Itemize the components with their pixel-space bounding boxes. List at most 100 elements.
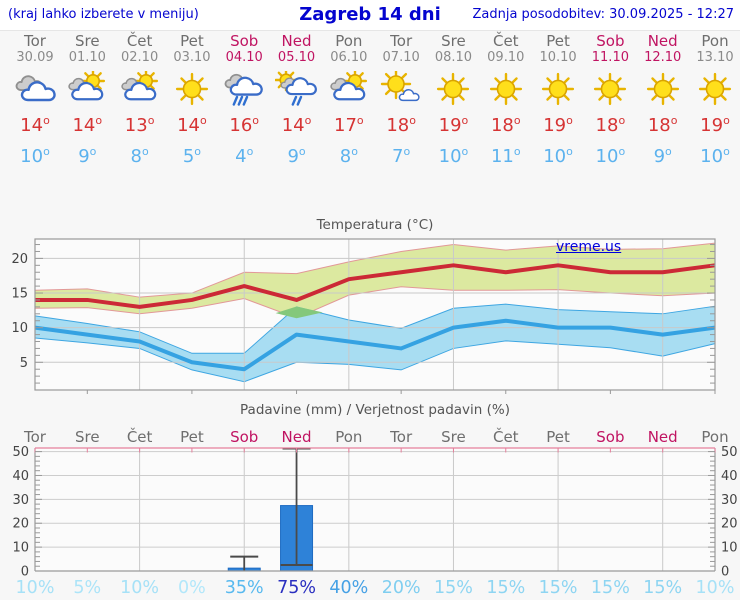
low-temp: 7o [392,145,411,167]
day-date: 30.09 [16,50,54,65]
precip-y-tick-label-left: 10 [12,541,29,556]
low-temp: 10o [595,145,626,167]
weather-icon-box [217,71,271,109]
precip-probability-label: 15% [539,578,578,598]
day-date: 04.10 [225,50,263,65]
temperature-chart-title: Temperatura (°C) [316,217,434,233]
low-temp: 8o [339,145,358,167]
sunny-icon [646,72,679,106]
high-temp: 14o [72,114,103,136]
precip-y-tick-label-right: 30 [721,493,738,508]
day-column: Sob 04.10 16o 4o [217,33,271,167]
precip-probability-label: 15% [434,578,473,598]
precip-y-tick-label-left: 50 [12,445,29,460]
rain-icon [224,73,264,106]
day-name: Čet [492,32,519,50]
high-temp: 13o [124,114,155,136]
high-temp: 14o [281,114,312,136]
day-date: 08.10 [434,50,473,65]
precip-y-tick-label-right: 50 [721,445,738,460]
precip-probability-label: 75% [277,578,316,598]
precip-y-tick-label-left: 20 [12,517,29,532]
day-date: 05.10 [277,50,316,65]
day-column: Tor 30.09 14o 10o [8,33,62,167]
precip-probability-label: 10% [696,578,735,598]
precip-probability-label: 0% [178,578,206,598]
low-temp: 9o [78,145,97,167]
temp-y-tick-label: 10 [11,321,28,336]
precip-day-label: Pon [335,428,362,446]
weather-icon-box [531,71,585,109]
partly-cloudy-icon [330,68,367,101]
weather-icon-box [426,71,480,109]
weather-icon-box [583,71,637,109]
day-name: Sob [230,32,259,50]
precip-day-label: Tor [23,428,47,446]
day-name: Sob [596,32,625,50]
precip-probability-label: 15% [486,578,525,598]
precip-probability-label: 10% [120,578,159,598]
precip-y-tick-label-right: 20 [721,517,738,532]
low-temp: 10o [438,145,469,167]
high-temp: 16o [229,114,260,136]
precip-day-label: Sob [596,428,624,446]
precip-y-tick-label-right: 40 [721,469,738,484]
precip-probability-label: 20% [382,578,421,598]
day-column: Sre 08.10 19o 10o [426,33,480,167]
day-date: 10.10 [539,50,577,65]
sunny-icon [175,72,208,106]
weather-icon-box [60,68,114,109]
weather-icon-box [270,68,324,109]
sunny-icon [437,72,470,106]
temp-y-tick-label: 20 [11,252,28,267]
precip-probability-label: 40% [329,578,368,598]
day-column: Pon 06.10 17o 8o [322,33,376,167]
day-column: Pet 03.10 14o 5o [165,33,219,167]
day-date: 01.10 [68,50,106,65]
max-temp-line [35,263,716,309]
day-name: Sre [441,32,466,50]
day-column: Sob 11.10 18o 10o [583,33,637,167]
temperature-chart: 5 10 15 20 [11,238,716,394]
page-title: Zagreb 14 dni [299,4,441,25]
precipitation-chart-title: Padavine (mm) / Verjetnost padavin (%) [240,402,510,418]
partly-cloudy-icon [68,68,106,101]
day-name: Tor [24,32,46,50]
precip-day-label: Čet [493,427,519,446]
precip-y-tick-label-left: 30 [12,493,29,508]
day-column: Sre 01.10 14o 9o [60,33,114,167]
menu-hint-text: (kraj lahko izberete v meniju) [8,7,199,22]
day-column: Čet 09.10 18o 11o [479,33,533,167]
day-name: Pon [335,32,363,50]
high-temp: 18o [490,114,521,136]
precip-day-label: Ned [282,428,312,446]
low-temp: 9o [653,145,672,167]
precip-day-label: Pon [701,428,728,446]
weather-icon-box [8,71,62,109]
precip-day-label: Čet [127,427,153,446]
partly-cloudy-icon [120,68,158,101]
vreme-us-link[interactable]: vreme.us [556,239,622,255]
precip-probability-label: 15% [643,578,682,598]
low-temp: 11o [490,145,521,167]
last-update-text: Zadnja posodobitev: 30.09.2025 - 12:27 [472,7,734,22]
weather-icon-box [636,71,690,109]
high-temp: 19o [543,114,573,136]
weather-icon-box [688,71,740,109]
high-temp: 17o [334,114,364,136]
precip-probability-label: 15% [591,578,630,598]
sunny-icon [489,72,522,106]
precip-probability-label: 5% [73,578,101,598]
day-date: 07.10 [382,50,420,65]
day-name: Pet [546,32,570,50]
precip-plot-area [35,448,715,571]
high-temp: 19o [438,114,469,136]
day-date: 11.10 [591,50,629,65]
day-column: Pon 13.10 19o 10o [688,33,740,167]
precip-y-tick-label-right: 0 [721,565,729,580]
high-temp: 14o [177,114,207,136]
day-name: Čet [126,32,153,50]
day-name: Pet [180,32,204,50]
temp-y-tick-label: 5 [20,356,28,371]
